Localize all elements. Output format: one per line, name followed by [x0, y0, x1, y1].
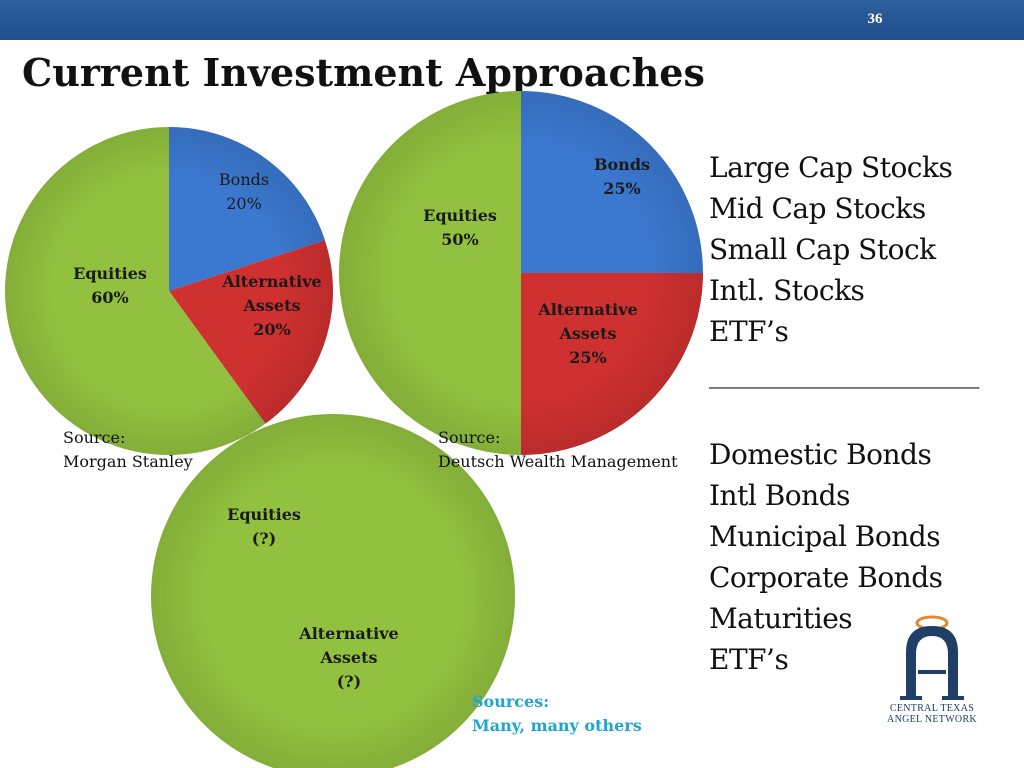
list-item: Domestic Bonds — [709, 438, 932, 471]
pie-chart-unknown: Equities (?) Alternative Assets (?) — [151, 414, 515, 768]
sources-note: Sources: Many, many others — [472, 690, 642, 738]
asset-class-list: Large Cap Stocks Mid Cap Stocks Small Ca… — [709, 147, 980, 680]
data-label-equities: Equities (?) — [227, 505, 301, 548]
list-divider: ____________________ — [709, 356, 980, 389]
source-morgan-stanley: Source: Morgan Stanley — [63, 426, 193, 474]
source-label: Source: — [438, 428, 501, 447]
data-label-alternative-assets: Alternative Assets 25% — [537, 300, 637, 367]
slide-title: Current Investment Approaches — [22, 50, 705, 95]
source-deutsch: Source: Deutsch Wealth Management — [438, 426, 678, 474]
central-texas-angel-network-logo: CENTRAL TEXAS ANGEL NETWORK — [884, 612, 980, 732]
pie-chart-deutsch: Bonds 25% Alternative Assets 25% Equities 50% — [339, 91, 703, 455]
list-item: Small Cap Stock — [709, 233, 936, 266]
source-name: Deutsch Wealth Management — [438, 452, 678, 471]
angel-arch-icon — [900, 615, 964, 700]
list-item: Corporate Bonds — [709, 561, 943, 594]
list-item: Municipal Bonds — [709, 520, 941, 553]
list-item: Mid Cap Stocks — [709, 192, 926, 225]
list-item: ETF’s — [709, 643, 789, 676]
list-item: Maturities — [709, 602, 853, 635]
pie-shading — [339, 91, 703, 455]
sources-label: Sources: — [472, 692, 550, 711]
source-label: Source: — [63, 428, 126, 447]
data-label-bonds: Bonds 20% — [219, 170, 269, 213]
data-label-alternative-assets: Alternative Assets 20% — [221, 272, 321, 339]
list-item: Intl. Stocks — [709, 274, 865, 307]
source-name: Morgan Stanley — [63, 452, 193, 471]
list-item: Large Cap Stocks — [709, 151, 953, 184]
data-label-alternative-assets: Alternative Assets (?) — [298, 624, 398, 691]
pie-shading — [5, 127, 333, 455]
logo-line-1: CENTRAL TEXAS — [889, 703, 975, 714]
pie-shading — [151, 414, 515, 768]
list-spacer — [709, 393, 979, 434]
slide-number: 36 — [867, 11, 883, 27]
data-label-equities: Equities 60% — [73, 264, 147, 307]
data-label-equities: Equities 50% — [423, 206, 497, 249]
sources-name: Many, many others — [472, 716, 642, 735]
pie-chart-morgan-stanley: Bonds 20% Alternative Assets 20% Equities 60% — [5, 127, 333, 456]
list-item: ETF’s — [709, 315, 789, 348]
header-bar — [0, 0, 1024, 40]
list-item: Intl Bonds — [709, 479, 850, 512]
data-label-bonds: Bonds 25% — [594, 155, 650, 198]
logo-line-2: ANGEL NETWORK — [887, 714, 977, 725]
